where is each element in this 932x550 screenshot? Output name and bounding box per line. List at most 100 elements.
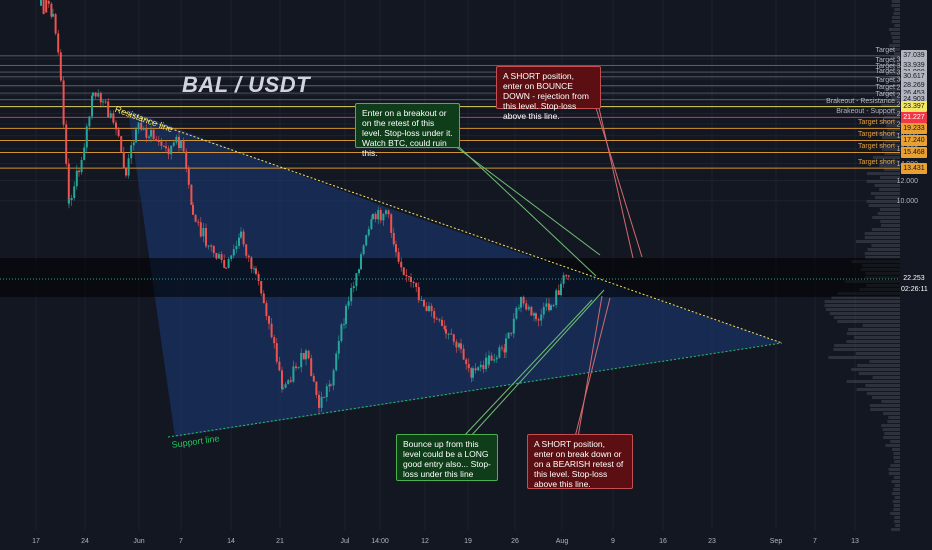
level-label: Target bbox=[875, 90, 895, 98]
candle-body bbox=[545, 303, 548, 307]
x-tick-label: Jun bbox=[133, 538, 144, 545]
candle-body bbox=[355, 273, 358, 287]
candle-body bbox=[99, 93, 102, 103]
candle-body bbox=[515, 308, 518, 319]
x-tick-label: 14 bbox=[227, 538, 235, 545]
candle-body bbox=[533, 313, 535, 316]
candle-body bbox=[205, 228, 207, 245]
x-tick-label: 24 bbox=[81, 538, 89, 545]
candle-body bbox=[377, 210, 380, 220]
candle-body bbox=[140, 122, 143, 130]
annotation-short-breakdown: A SHORT position, enter on break down or… bbox=[527, 434, 633, 489]
y-tick-label: 10.000 bbox=[897, 198, 919, 205]
candle-body bbox=[247, 255, 250, 258]
level-label: Brakeout - Support bbox=[836, 108, 895, 116]
candle-body bbox=[392, 232, 395, 245]
candle-body bbox=[482, 364, 485, 370]
candle-body bbox=[52, 14, 54, 17]
candle-body bbox=[433, 311, 436, 319]
candle-body bbox=[223, 259, 226, 268]
candle-body bbox=[145, 128, 148, 138]
candle-body bbox=[438, 319, 441, 321]
candle-body bbox=[555, 290, 558, 306]
candle-body bbox=[190, 184, 193, 205]
candle-body bbox=[374, 213, 377, 220]
candle-body bbox=[120, 136, 123, 152]
pair-title: BAL / USDT bbox=[182, 72, 311, 97]
candle-body bbox=[530, 306, 533, 316]
candle-body bbox=[262, 293, 265, 304]
candle-body bbox=[127, 158, 130, 176]
candle-body bbox=[73, 186, 76, 199]
candle-body bbox=[477, 367, 480, 371]
candle-body bbox=[287, 380, 290, 385]
candle-body bbox=[60, 76, 62, 81]
candle-body bbox=[535, 313, 537, 320]
x-tick-label: 17 bbox=[32, 538, 40, 545]
candle-body bbox=[417, 287, 420, 301]
candle-body bbox=[300, 352, 303, 368]
candle-body bbox=[320, 396, 323, 408]
candle-body bbox=[297, 367, 300, 369]
candle-body bbox=[227, 258, 230, 268]
candle-body bbox=[242, 231, 245, 245]
candle-body bbox=[505, 338, 507, 353]
candle-body bbox=[57, 33, 60, 53]
candle-body bbox=[270, 323, 273, 338]
candle-body bbox=[289, 380, 292, 382]
candle-body bbox=[415, 282, 418, 288]
candle-body bbox=[281, 370, 283, 390]
candle-body bbox=[107, 101, 110, 118]
candle-body bbox=[97, 93, 100, 97]
annotation-breakout-entry: Enter on a breakout or on the retest of … bbox=[355, 103, 460, 158]
candle-body bbox=[132, 142, 135, 146]
candle-body bbox=[474, 368, 477, 371]
candle-body bbox=[220, 254, 223, 260]
note-connector bbox=[598, 107, 634, 259]
candle-body bbox=[445, 329, 447, 334]
price-tag: 33.939 bbox=[901, 60, 927, 71]
price-tag: 17.240 bbox=[901, 134, 927, 146]
level-label: Brakeout - Resistance bbox=[826, 97, 895, 105]
level-label: Target bbox=[875, 63, 895, 71]
candle-body bbox=[460, 343, 462, 349]
candle-body bbox=[328, 384, 331, 387]
annotation-long-bounce: Bounce up from this level could be a LON… bbox=[396, 434, 498, 481]
level-label: Target bbox=[875, 76, 895, 84]
candle-body bbox=[67, 163, 70, 204]
price-tag: 23.397 bbox=[901, 101, 927, 113]
candle-body bbox=[199, 222, 202, 237]
candle-body bbox=[265, 303, 268, 317]
x-tick-label: 7 bbox=[179, 538, 183, 545]
candle-body bbox=[59, 52, 62, 77]
candle-body bbox=[455, 341, 458, 348]
candle-body bbox=[194, 214, 197, 222]
candle-body bbox=[488, 355, 490, 365]
price-tag: 19.233 bbox=[901, 122, 927, 134]
candle-body bbox=[230, 255, 233, 259]
candle-body bbox=[137, 122, 140, 130]
time-axis: 17 24 Jun 7 14 21 Jul 14:00 12 19 26 Aug 9 16 23 Sep 7 13 bbox=[32, 538, 859, 545]
support-trendline bbox=[167, 342, 783, 438]
level-label: Target bbox=[875, 84, 895, 92]
candle-body bbox=[412, 281, 415, 283]
candle-body bbox=[68, 199, 70, 204]
current-price-tag: 22.253 bbox=[901, 273, 927, 284]
candle-body bbox=[92, 92, 94, 96]
candle-body bbox=[65, 124, 68, 164]
level-label: Target short bbox=[858, 131, 895, 139]
x-tick-label: Jul bbox=[341, 538, 350, 545]
candle-body bbox=[430, 305, 433, 312]
candle-body bbox=[275, 343, 278, 362]
candle-body bbox=[522, 296, 525, 304]
candle-body bbox=[510, 332, 513, 334]
price-tag: 13.431 bbox=[901, 162, 927, 174]
candle-body bbox=[42, 0, 45, 15]
candle-body bbox=[315, 381, 318, 395]
candle-body bbox=[405, 274, 408, 277]
candle-body bbox=[150, 129, 152, 137]
candle-body bbox=[503, 348, 506, 353]
candle-body bbox=[537, 319, 540, 321]
price-tag: 21.227 bbox=[901, 111, 927, 123]
